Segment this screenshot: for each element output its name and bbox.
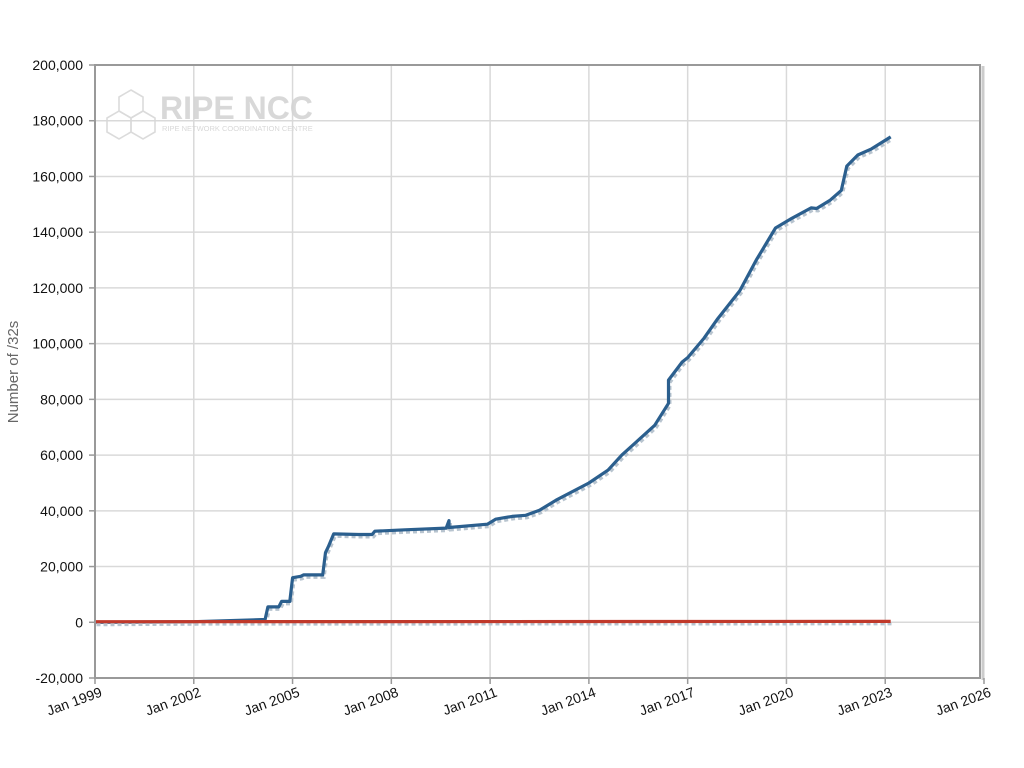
y-tick-label: 60,000 <box>40 447 83 463</box>
watermark-subtitle: RIPE NETWORK COORDINATION CENTRE <box>162 124 313 133</box>
y-tick-label: 40,000 <box>40 503 83 519</box>
y-tick-label: 200,000 <box>32 57 83 73</box>
y-tick-label: 100,000 <box>32 336 83 352</box>
y-tick-label: 80,000 <box>40 391 83 407</box>
series-line-blue <box>94 135 892 624</box>
y-tick-label: 180,000 <box>32 113 83 129</box>
x-tick-label: Jan 2017 <box>637 684 697 719</box>
y-tick-label: 0 <box>75 614 83 630</box>
x-tick-label: Jan 2002 <box>143 684 203 719</box>
y-axis: -20,000 0 20,000 40,000 60,000 80,000 100,000 1… <box>32 57 95 686</box>
y-tick-label: 160,000 <box>32 168 83 184</box>
x-tick-label: Jan 2026 <box>933 684 993 719</box>
ripe-ncc-watermark-logo: RIPE NCC RIPE NETWORK COORDINATION CENTR… <box>106 89 313 140</box>
y-tick-label: 140,000 <box>32 224 83 240</box>
x-tick-label: Jan 2023 <box>835 684 895 719</box>
series-group <box>94 135 893 627</box>
y-tick-label: 120,000 <box>32 280 83 296</box>
series-shadow <box>96 138 893 627</box>
cube-logo-icon <box>106 89 156 140</box>
x-tick-label: Jan 2005 <box>242 684 302 719</box>
x-tick-label: Jan 2014 <box>538 684 598 719</box>
y-axis-label: Number of /32s <box>5 321 22 424</box>
x-tick-label: Jan 2011 <box>440 684 499 718</box>
y-tick-label: 20,000 <box>40 559 83 575</box>
x-tick-label: Jan 2008 <box>341 684 401 719</box>
watermark-name: RIPE NCC <box>160 90 313 126</box>
x-axis: Jan 1999 Jan 2002 Jan 2005 Jan 2008 Jan 2011… <box>44 678 993 719</box>
x-tick-label: Jan 1999 <box>44 684 104 719</box>
plot-frame <box>94 64 981 679</box>
y-tick-label: -20,000 <box>36 670 84 686</box>
x-tick-label: Jan 2020 <box>736 684 796 719</box>
grid <box>95 64 980 679</box>
